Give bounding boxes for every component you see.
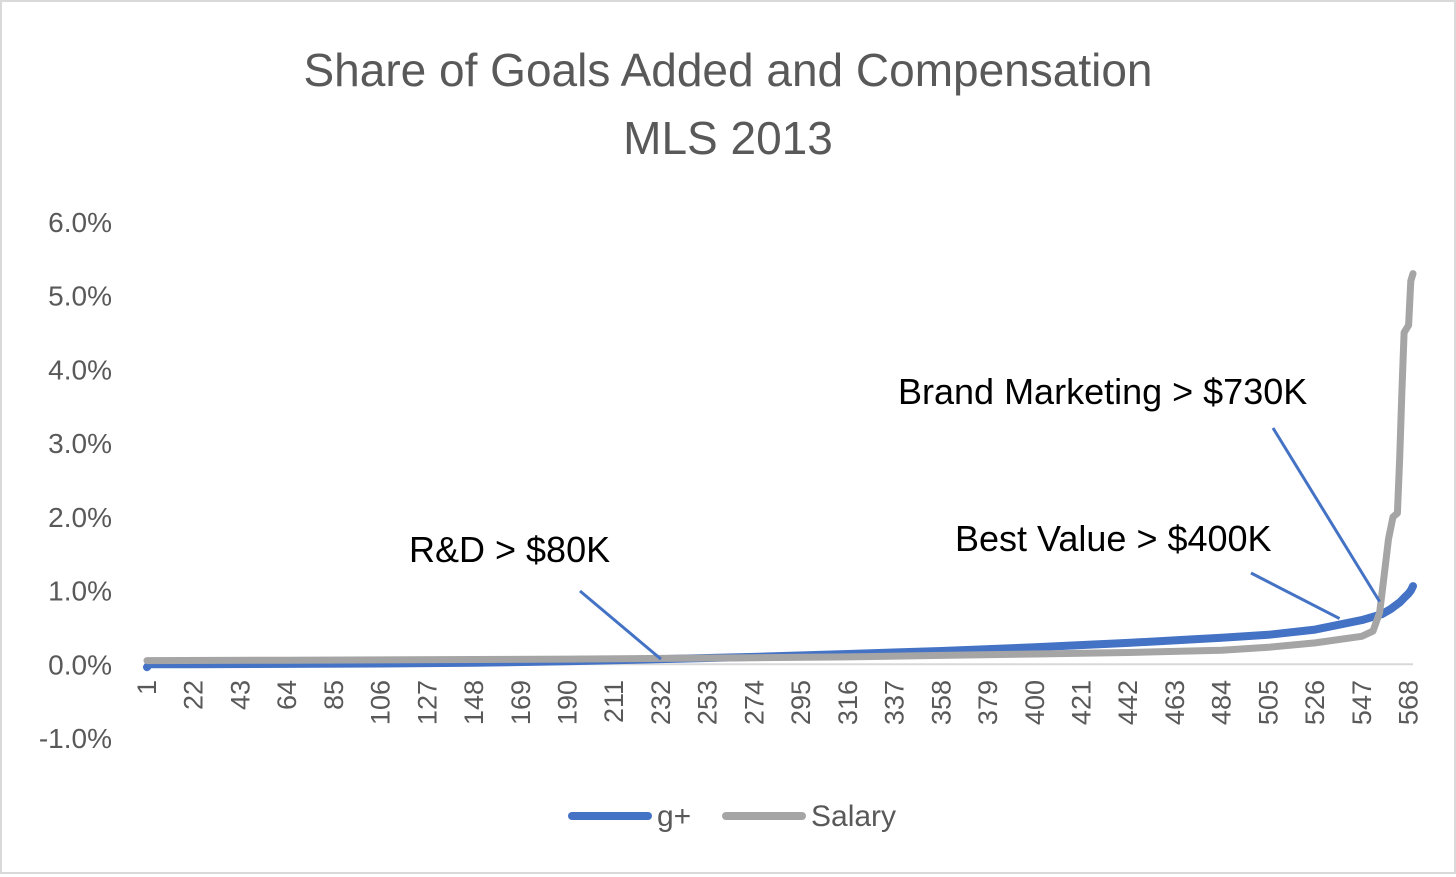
x-tick-label: 526 [1300,680,1330,725]
x-tick-label: 43 [225,680,255,710]
x-tick-label: 484 [1207,680,1237,725]
y-tick-label: -1.0% [39,723,112,754]
x-tick-label: 358 [926,680,956,725]
annotation-group: R&D > $80K Best Value > $400K Brand Market… [409,371,1381,661]
x-tick-label: 274 [739,680,769,725]
y-tick-label: 1.0% [48,576,112,607]
x-tick-label: 106 [366,680,396,725]
chart-subtitle: MLS 2013 [623,112,833,164]
legend-label-salary: Salary [811,800,896,833]
x-tick-label: 505 [1253,680,1283,725]
y-tick-label: 0.0% [48,649,112,680]
x-tick-label: 85 [319,680,349,710]
x-tick-label: 295 [786,680,816,725]
x-tick-label: 316 [833,680,863,725]
annotation-label: R&D > $80K [409,529,610,570]
annotation-leader-line [1250,571,1341,620]
x-tick-label: 211 [599,680,629,723]
annotation-leader-line [1271,427,1381,603]
legend: g+ Salary [568,800,896,833]
x-tick-label: 64 [272,680,302,710]
y-tick-label: 6.0% [48,207,112,238]
x-tick-label: 421 [1066,680,1096,725]
x-tick-label: 148 [459,680,489,725]
x-tick-label: 1 [132,680,162,695]
x-tick-label: 568 [1394,680,1424,725]
x-tick-label: 379 [973,680,1003,725]
annotation-label: Best Value > $400K [955,518,1272,559]
annotation-label: Brand Marketing > $730K [898,371,1307,412]
x-tick-label: 400 [1020,680,1050,725]
y-axis-ticks: 6.0% 5.0% 4.0% 3.0% 2.0% 1.0% 0.0% -1.0% [39,207,112,754]
chart-title: Share of Goals Added and Compensation [303,44,1152,96]
x-axis-ticks: 1 22 43 64 85 106 127 148 169 190 211 232 253 274 295 3… [132,680,1424,725]
x-tick-label: 22 [179,680,209,710]
x-tick-label: 337 [880,680,910,725]
x-tick-label: 127 [412,680,442,725]
y-tick-label: 4.0% [48,354,112,385]
annotation-leader-line [579,589,662,661]
series-line-g-plus [143,582,1417,672]
x-tick-label: 547 [1347,680,1377,725]
x-tick-label: 442 [1113,680,1143,725]
x-tick-label: 169 [506,680,536,725]
y-tick-label: 3.0% [48,428,112,459]
series-line-salary [143,270,1417,665]
x-tick-label: 463 [1160,680,1190,725]
x-tick-label: 232 [646,680,676,725]
y-tick-label: 5.0% [48,281,112,312]
x-tick-label: 190 [553,680,583,725]
series-group [143,270,1417,672]
legend-label-g-plus: g+ [657,800,691,833]
y-tick-label: 2.0% [48,502,112,533]
x-tick-label: 253 [693,680,723,725]
